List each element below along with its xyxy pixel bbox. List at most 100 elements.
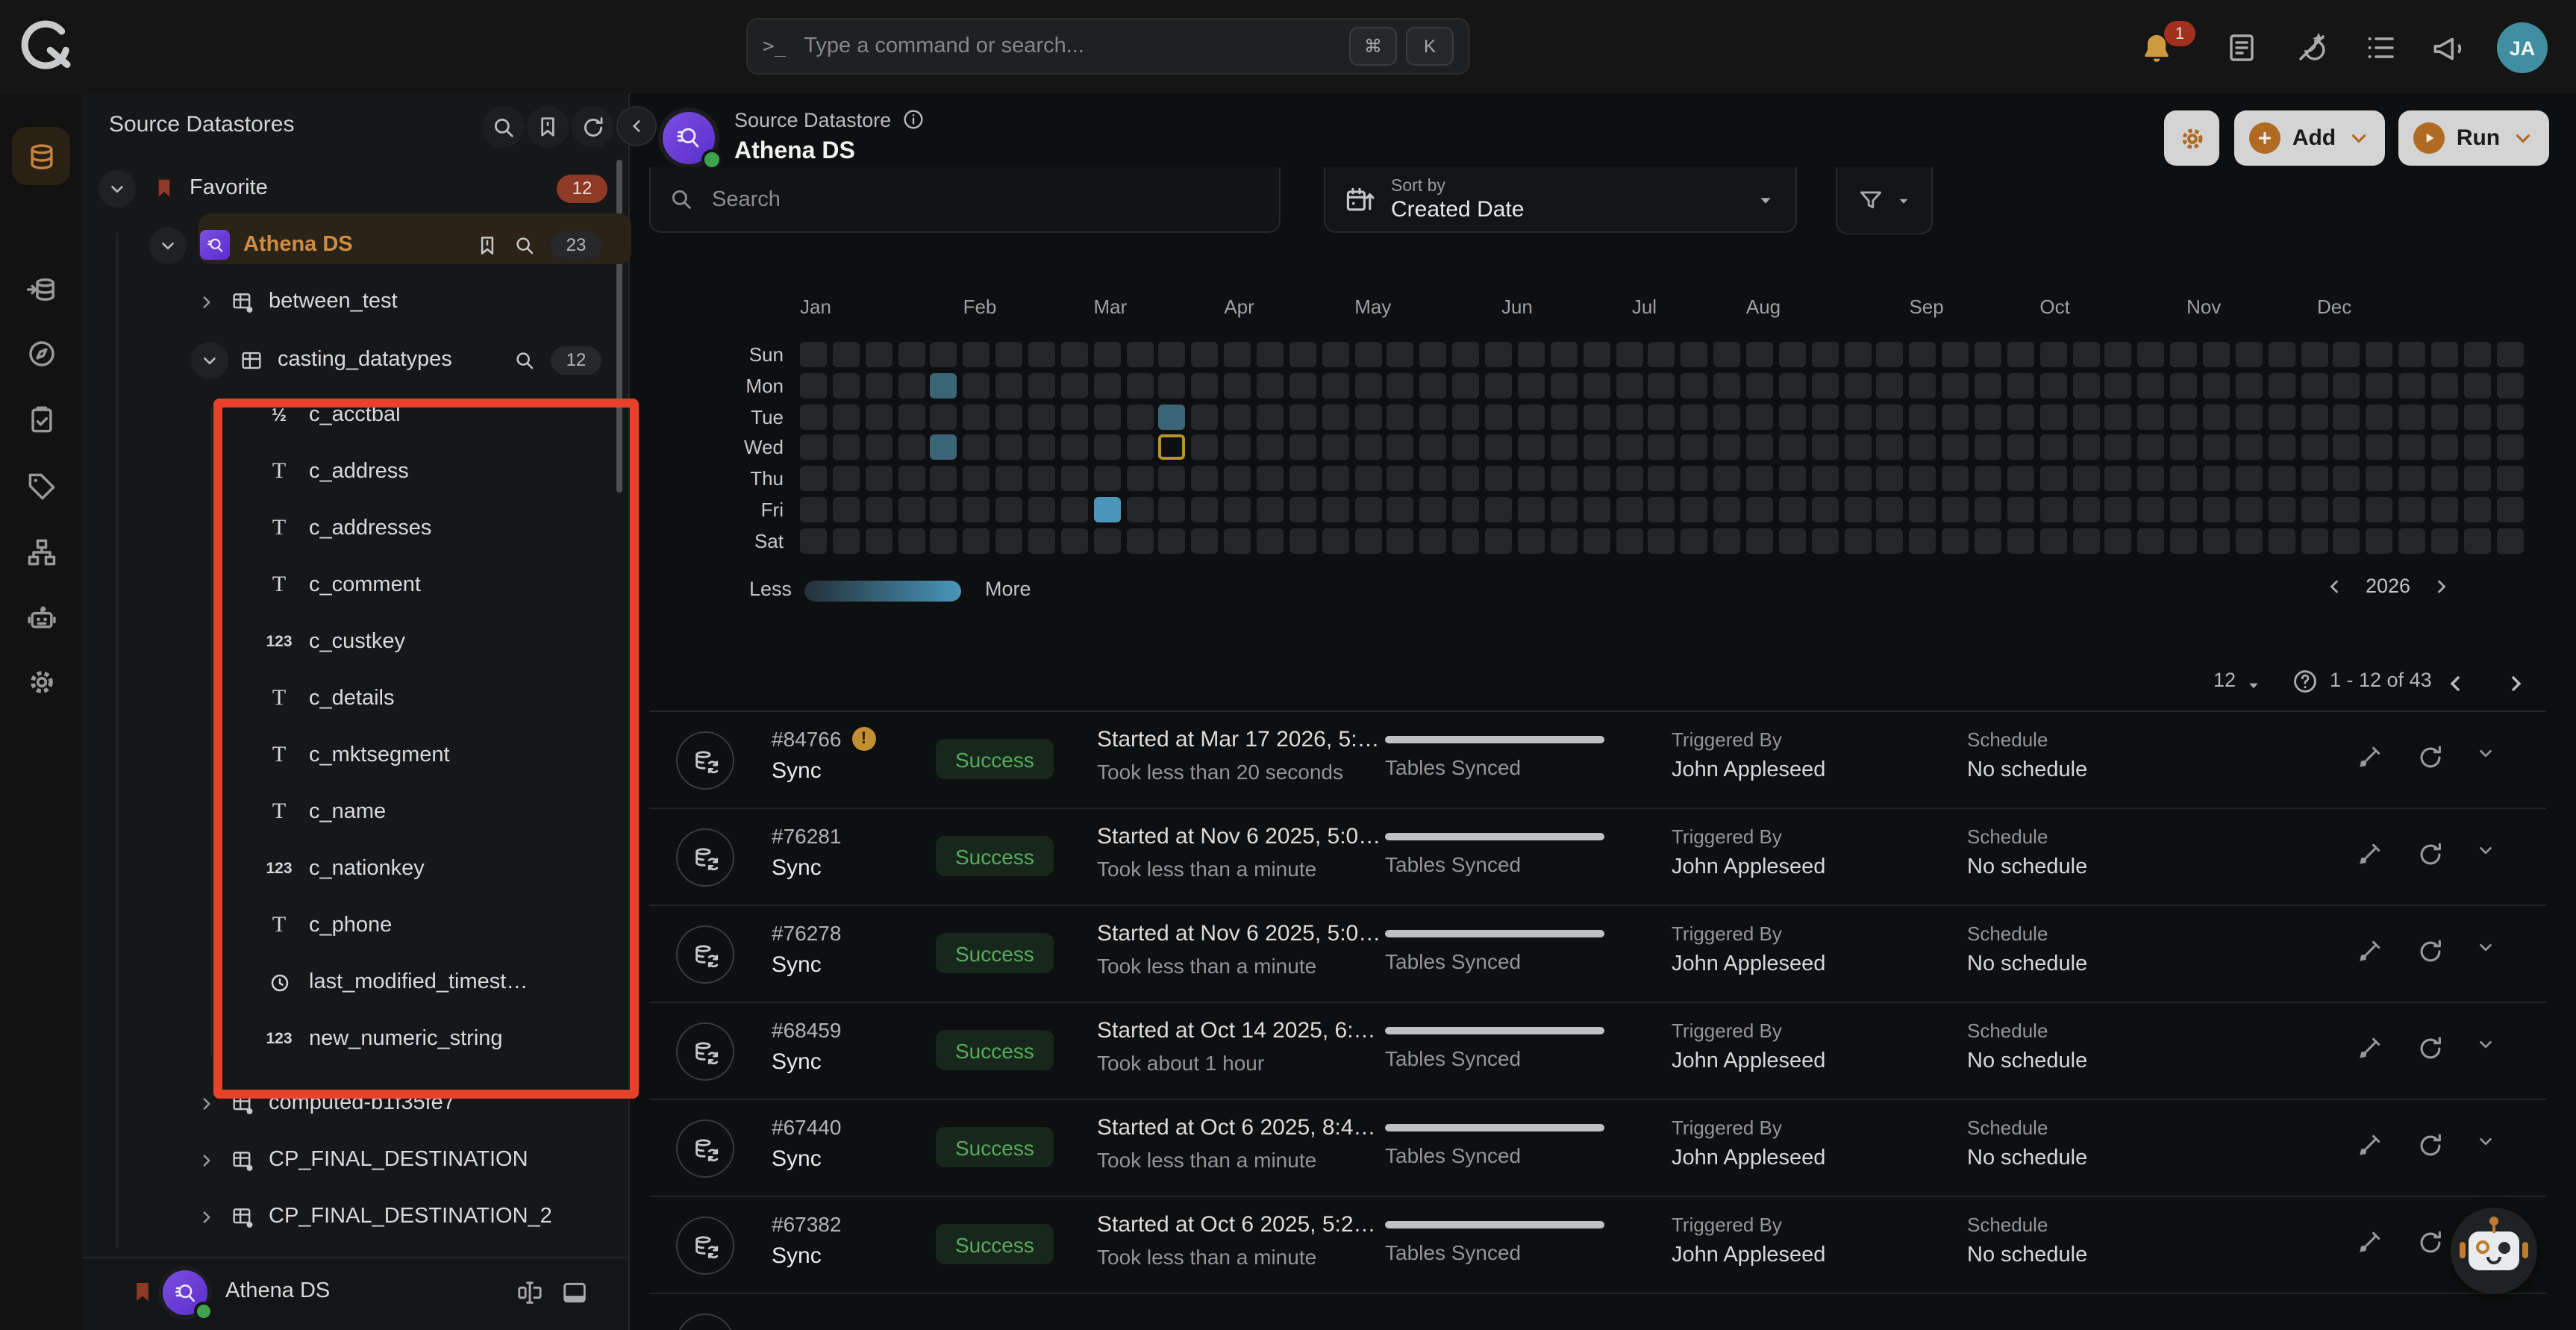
- heatmap-cell[interactable]: [2333, 466, 2360, 492]
- heatmap-cell[interactable]: [2235, 466, 2263, 492]
- heatmap-cell[interactable]: [1517, 404, 1545, 430]
- heatmap-cell[interactable]: [2104, 342, 2132, 367]
- heatmap-cell[interactable]: [2007, 466, 2034, 492]
- heatmap-cell[interactable]: [2333, 342, 2360, 367]
- heatmap-cell[interactable]: [1419, 404, 1447, 430]
- heatmap-cell[interactable]: [1745, 404, 1773, 430]
- caret-down-icon[interactable]: [2243, 675, 2264, 696]
- heatmap-cell[interactable]: [1289, 466, 1316, 492]
- heatmap-cell[interactable]: [1942, 528, 1969, 554]
- heatmap-cell[interactable]: [1713, 342, 1741, 367]
- tree-item-cp-final-destination[interactable]: CP_FINAL_DESTINATION: [82, 1134, 628, 1185]
- heatmap-cell[interactable]: [1354, 497, 1382, 522]
- heatmap-cell[interactable]: [1713, 497, 1741, 522]
- heatmap-cell[interactable]: [1909, 434, 1936, 460]
- heatmap-cell[interactable]: [2301, 404, 2328, 430]
- heatmap-cell[interactable]: [2072, 466, 2100, 492]
- heatmap-cell[interactable]: [1485, 466, 1513, 492]
- heatmap-cell[interactable]: [2137, 372, 2165, 399]
- heatmap-cell[interactable]: [1354, 342, 1382, 367]
- user-avatar[interactable]: JA: [2497, 22, 2548, 73]
- heatmap-cell[interactable]: [1844, 497, 1872, 522]
- heatmap-cell[interactable]: [832, 466, 860, 492]
- heatmap-cell[interactable]: [1778, 404, 1806, 430]
- heatmap-cell[interactable]: [1811, 404, 1839, 430]
- heatmap-cell[interactable]: [2366, 497, 2393, 522]
- heatmap-cell[interactable]: [898, 466, 925, 492]
- heatmap-cell[interactable]: [1909, 466, 1936, 492]
- heatmap-cell[interactable]: [2398, 372, 2426, 399]
- heatmap-cell[interactable]: [2039, 372, 2067, 399]
- shovel-icon[interactable]: [2355, 1228, 2383, 1257]
- heatmap-cell[interactable]: [1322, 466, 1349, 492]
- heatmap-cell[interactable]: [2431, 434, 2458, 460]
- heatmap-cell[interactable]: [1158, 528, 1186, 554]
- panel-search-icon[interactable]: [482, 106, 524, 148]
- tree-field-c-acctbal[interactable]: ½ c_acctbal: [82, 390, 628, 440]
- heatmap-cell[interactable]: [898, 372, 925, 399]
- heatmap-cell[interactable]: [1745, 342, 1773, 367]
- heatmap-cell[interactable]: [1876, 497, 1904, 522]
- tree-field-c-address[interactable]: T c_address: [82, 446, 628, 497]
- heatmap-cell[interactable]: [1942, 466, 1969, 492]
- heatmap-cell[interactable]: [2463, 372, 2491, 399]
- tree-item-cp-final-destination-2[interactable]: CP_FINAL_DESTINATION_2: [82, 1191, 628, 1242]
- heatmap-cell[interactable]: [1681, 497, 1708, 522]
- heatmap-cell[interactable]: [1648, 372, 1675, 399]
- heatmap-cell[interactable]: [865, 528, 892, 554]
- command-input[interactable]: [801, 33, 1340, 60]
- heatmap-cell[interactable]: [1093, 466, 1121, 492]
- heatmap-cell[interactable]: [1517, 466, 1545, 492]
- heatmap-cell[interactable]: [865, 497, 892, 522]
- heatmap-cell[interactable]: [800, 528, 827, 554]
- heatmap-cell[interactable]: [1419, 372, 1447, 399]
- heatmap-cell[interactable]: [1028, 466, 1056, 492]
- heatmap-cell[interactable]: [1974, 404, 2001, 430]
- heatmap-cell[interactable]: [2039, 404, 2067, 430]
- heatmap-cell[interactable]: [2431, 404, 2458, 430]
- task-list-icon[interactable]: [2363, 30, 2398, 66]
- heatmap-cell-medium[interactable]: [1158, 404, 1186, 430]
- heatmap-cell[interactable]: [1060, 434, 1088, 460]
- heatmap-cell[interactable]: [832, 497, 860, 522]
- expand-row-chevron-icon[interactable]: [2476, 743, 2495, 763]
- heatmap-cell[interactable]: [2431, 342, 2458, 367]
- expand-row-chevron-icon[interactable]: [2476, 937, 2495, 957]
- tree-item-computed-b1f35fe7[interactable]: computed-b1f35fe7: [82, 1078, 628, 1128]
- heatmap-cell[interactable]: [1616, 466, 1642, 492]
- heatmap-cell[interactable]: [2039, 497, 2067, 522]
- heatmap-cell[interactable]: [2301, 372, 2328, 399]
- heatmap-cell[interactable]: [1289, 342, 1316, 367]
- heatmap-cell[interactable]: [1158, 466, 1186, 492]
- heatmap-cell[interactable]: [1093, 528, 1121, 554]
- heatmap-cell[interactable]: [865, 404, 892, 430]
- heatmap-cell[interactable]: [898, 404, 925, 430]
- heatmap-cell[interactable]: [2235, 528, 2263, 554]
- heatmap-cell[interactable]: [1745, 434, 1773, 460]
- heatmap-cell[interactable]: [1550, 497, 1578, 522]
- heatmap-cell[interactable]: [2366, 342, 2393, 367]
- heatmap-cell[interactable]: [1876, 342, 1904, 367]
- heatmap-cell[interactable]: [1811, 528, 1839, 554]
- heatmap-cell[interactable]: [1517, 528, 1545, 554]
- heatmap-cell[interactable]: [1550, 528, 1578, 554]
- heatmap-cell[interactable]: [1844, 342, 1872, 367]
- chevron-right-icon[interactable]: [191, 1150, 221, 1170]
- heatmap-cell[interactable]: [995, 528, 1023, 554]
- heatmap-cell[interactable]: [2104, 528, 2132, 554]
- rerun-icon[interactable]: [2416, 743, 2445, 772]
- heatmap-cell[interactable]: [2463, 434, 2491, 460]
- heatmap-cell[interactable]: [1876, 466, 1904, 492]
- heatmap-cell[interactable]: [1257, 342, 1284, 367]
- rail-lineage-icon[interactable]: [12, 522, 70, 581]
- heatmap-cell[interactable]: [2268, 466, 2295, 492]
- heatmap-cell[interactable]: [898, 342, 925, 367]
- heatmap-cell[interactable]: [2202, 466, 2230, 492]
- heatmap-cell[interactable]: [1060, 466, 1088, 492]
- heatmap-cell[interactable]: [1028, 372, 1056, 399]
- rename-icon[interactable]: [515, 1278, 545, 1308]
- heatmap-cell[interactable]: [1126, 497, 1154, 522]
- heatmap-cell[interactable]: [1322, 372, 1349, 399]
- panel-refresh-icon[interactable]: [572, 106, 613, 148]
- rail-datastores-icon[interactable]: [12, 127, 70, 185]
